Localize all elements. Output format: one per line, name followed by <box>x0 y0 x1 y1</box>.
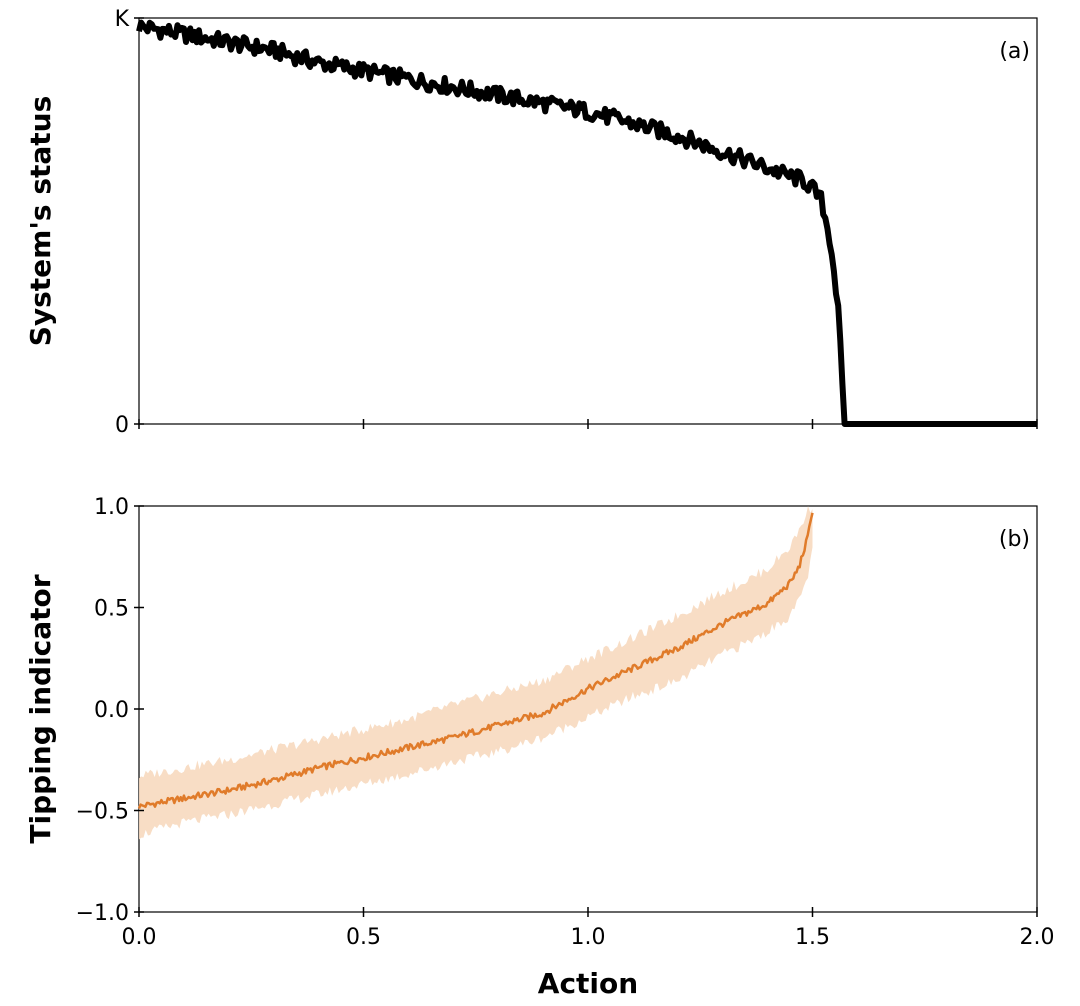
panel-a-y-ticks: K0 <box>115 7 144 438</box>
panel-a-tag: (a) <box>999 39 1030 64</box>
panel-b-y-ticks: 1.0 0.5 0.0 −0.5 −1.0 <box>76 495 144 926</box>
panel-b-uncertainty-band <box>139 506 813 840</box>
panel-b-tipping-indicator: 1.0 0.5 0.0 −0.5 −1.0 0.0 0.5 1.0 1.5 2.0 (b) Ti… <box>24 495 1055 1000</box>
panel-b-x-tick-label: 1.5 <box>795 925 830 950</box>
panel-b-x-tick-label: 1.0 <box>571 925 606 950</box>
panel-b-y-tick-label: −1.0 <box>76 901 129 926</box>
panel-a-x-ticks <box>138 419 1038 429</box>
panel-a-y-tick-label: 0 <box>115 413 129 438</box>
panel-a-y-tick-label: K <box>115 7 130 32</box>
panel-a-series-layer <box>136 19 1038 427</box>
panel-b-y-axis-label: Tipping indicator <box>24 574 57 843</box>
panel-b-x-tick-label: 0.0 <box>122 925 157 950</box>
panel-a-frame <box>138 17 1038 425</box>
panel-b-x-ticks: 0.0 0.5 1.0 1.5 2.0 <box>122 907 1055 950</box>
panel-b-series-line <box>137 512 814 809</box>
panel-b-x-axis-label: Action <box>538 967 638 1000</box>
panel-a-system-status: K0 (a) System's status <box>24 7 1038 438</box>
panel-b-x-tick-label: 0.5 <box>346 925 381 950</box>
panel-b-x-tick-label: 2.0 <box>1020 925 1055 950</box>
panel-b-y-tick-label: 0.5 <box>94 597 129 622</box>
panel-b-series-layer <box>137 512 814 809</box>
panel-b-band-layer <box>139 506 813 840</box>
panel-b-tag: (b) <box>999 527 1030 552</box>
panel-b-y-tick-label: 1.0 <box>94 495 129 520</box>
panel-a-y-axis-label: System's status <box>24 96 57 347</box>
panel-b-y-tick-label: −0.5 <box>76 800 129 825</box>
panel-a-series-line <box>136 19 1038 427</box>
panel-b-y-tick-label: 0.0 <box>94 698 129 723</box>
